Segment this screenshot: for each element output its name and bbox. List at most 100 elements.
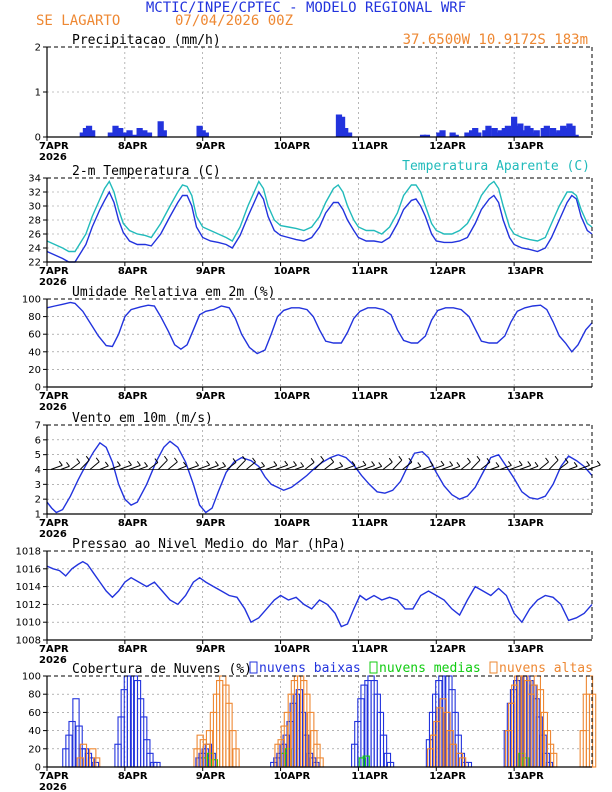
- temp-xtick-label: 7APR: [39, 266, 69, 277]
- wind-barb-flag: [242, 455, 246, 461]
- rh-xtick-label: 7APR: [39, 391, 69, 402]
- precip-bar: [543, 125, 550, 137]
- wind-barb-flag: [66, 461, 70, 467]
- wind-xtick-label: 9APR: [196, 518, 226, 529]
- wind-barb-flag: [449, 461, 454, 466]
- wind-barb-flag: [104, 461, 109, 467]
- wind-barb-flag: [596, 460, 601, 466]
- pressure-xtick-label: 12APR: [429, 644, 466, 655]
- wind-barb-flag: [320, 455, 325, 461]
- wind-barb-flag: [163, 455, 168, 461]
- pressure-xtick-label: 11APR: [351, 644, 388, 655]
- temp-title: 2-m Temperatura (C): [72, 164, 221, 179]
- wind-barb: [490, 465, 500, 470]
- wind-barb-flag: [300, 462, 305, 467]
- clouds-xtick-label: 9APR: [196, 771, 226, 782]
- wind-barb: [109, 465, 121, 470]
- rh-year-label: 2026: [39, 402, 67, 413]
- precip-year-label: 2026: [39, 152, 67, 163]
- temp-xtick-label: 9APR: [196, 266, 226, 277]
- clouds-ytick-label: 0: [35, 763, 41, 774]
- wind-barb: [177, 465, 187, 470]
- pressure-title: Pressao ao Nivel Medio do Mar (hPa): [72, 537, 346, 552]
- cloud-legend-label-2: nuvens altas: [499, 661, 593, 676]
- wind-barb-flag: [417, 462, 422, 467]
- clouds-ytick-label: 60: [28, 708, 41, 719]
- pressure-xtick-label: 13APR: [507, 644, 544, 655]
- rh-xtick-label: 9APR: [196, 391, 226, 402]
- wind-barb: [70, 462, 81, 470]
- precip-bar: [553, 132, 560, 137]
- wind-barb-flag: [476, 455, 481, 461]
- wind-xtick-label: 12APR: [429, 518, 466, 529]
- wind-barb: [99, 465, 109, 470]
- wind-barb-flag: [85, 455, 90, 461]
- cloud-legend-swatch-0: [249, 661, 258, 674]
- precip-bar: [497, 130, 505, 137]
- wind-xtick-label: 8APR: [118, 518, 148, 529]
- cloud-legend-swatch-2: [489, 661, 498, 674]
- precip-ytick-label: 0: [35, 133, 41, 144]
- clouds-year-label: 2026: [39, 782, 67, 792]
- wind-barb-flag: [527, 461, 532, 466]
- wind-barb-flag: [573, 462, 578, 467]
- precip-bar: [131, 134, 138, 137]
- precip-bar: [533, 130, 540, 137]
- precip-bar: [342, 128, 349, 137]
- wind-barb: [373, 465, 382, 470]
- precip-bar: [566, 123, 573, 137]
- precip-bar: [121, 132, 128, 137]
- wind-barb: [353, 464, 367, 470]
- pressure-year-label: 2026: [39, 655, 67, 666]
- wind-barb-flag: [545, 457, 549, 463]
- clouds-xtick-label: 7APR: [39, 771, 69, 782]
- wind-barb: [148, 462, 159, 470]
- precip-bar: [345, 132, 353, 137]
- wind-ytick-label: 3: [35, 480, 41, 491]
- wind-barb-flag: [339, 462, 344, 467]
- wind-barb: [157, 459, 168, 470]
- wind-barb-flag: [195, 461, 199, 466]
- rh-ytick-label: 60: [28, 330, 41, 341]
- wind-barb: [363, 464, 375, 470]
- precip-bar: [556, 130, 563, 137]
- wind-xtick-label: 10APR: [274, 518, 311, 529]
- wind-barb: [500, 464, 512, 470]
- cloud-legend-swatch-1: [369, 661, 378, 674]
- temp-ytick-label: 24: [28, 244, 41, 255]
- wind-barb-flag: [273, 461, 278, 466]
- precip-bar: [517, 123, 524, 137]
- wind-barb: [392, 459, 403, 470]
- wind-barb-flag: [215, 461, 219, 466]
- cloud-legend-label-0: nuvens baixas: [259, 661, 361, 676]
- wind-barb: [529, 465, 539, 470]
- wind-barb: [187, 465, 199, 470]
- wind-barb: [421, 464, 434, 470]
- precip-ytick-label: 2: [35, 43, 41, 54]
- wind-xtick-label: 11APR: [351, 518, 388, 529]
- pressure-ytick-label: 1012: [16, 600, 41, 611]
- clouds-xtick-label: 8APR: [118, 771, 148, 782]
- precip-xtick-label: 12APR: [429, 141, 466, 152]
- pressure-ytick-label: 1014: [16, 582, 41, 593]
- temp-ytick-label: 28: [28, 216, 41, 227]
- wind-ytick-label: 7: [35, 421, 41, 432]
- wind-barb-flag: [206, 460, 211, 466]
- wind-barb-flag: [116, 461, 121, 466]
- wind-barb: [509, 464, 523, 470]
- temp-ytick-label: 34: [28, 174, 41, 185]
- clouds-ytick-label: 40: [28, 726, 41, 737]
- wind-barb: [441, 464, 453, 470]
- clouds-ytick-label: 80: [28, 690, 41, 701]
- wind-title: Vento em 10m (m/s): [72, 411, 213, 426]
- wind-ytick-label: 4: [35, 465, 41, 476]
- wind-barb: [314, 459, 325, 470]
- pressure-xtick-label: 8APR: [118, 644, 148, 655]
- wind-barb-flag: [144, 462, 148, 467]
- precip-bar: [524, 125, 531, 137]
- wind-year-label: 2026: [39, 529, 67, 540]
- wind-barb-flag: [495, 462, 500, 467]
- rh-xtick-label: 11APR: [351, 391, 388, 402]
- rh-title: Umidade Relativa em 2m (%): [72, 285, 276, 300]
